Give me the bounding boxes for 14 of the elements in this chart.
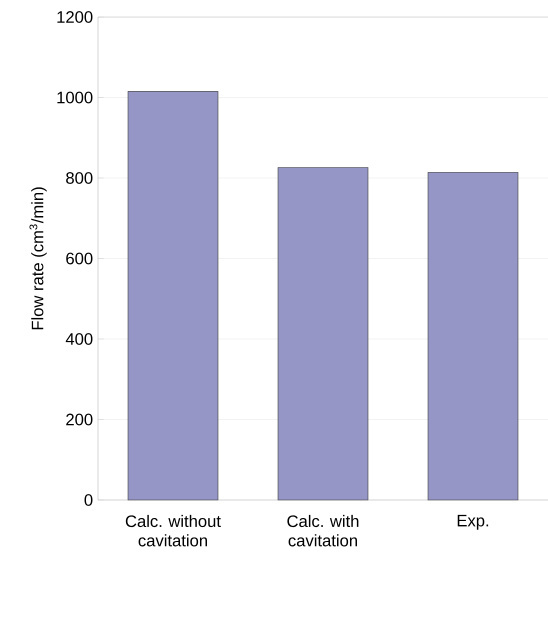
x-tick-label: Exp. — [458, 514, 488, 530]
bar — [128, 91, 218, 500]
y-tick-label: 400 — [66, 333, 92, 345]
y-tick-label: 200 — [66, 414, 92, 426]
y-tick-label: 600 — [66, 252, 92, 264]
y-tick-label: 1200 — [57, 11, 92, 23]
x-tick-label: Calc. with cavitation — [287, 514, 358, 546]
y-tick-label: 800 — [66, 172, 92, 184]
y-axis-title: Flow rate (cm$^{3}$/min) — [29, 187, 47, 330]
y-tick-label: 0 — [84, 494, 92, 506]
bar — [278, 167, 368, 500]
y-tick-label: 1000 — [57, 92, 92, 104]
x-tick-label: Calc. without cavitation — [126, 514, 221, 546]
bar — [428, 172, 518, 500]
